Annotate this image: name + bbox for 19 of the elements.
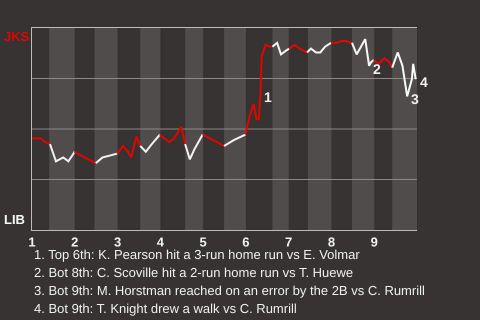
annotation: 4 <box>420 74 428 90</box>
text: 4. Bot 9th: T. Knight drew a walk vs C. Rumrill <box>34 301 297 316</box>
x-tick-label: 6 <box>242 234 250 250</box>
annotation: 2 <box>373 61 381 77</box>
annotation: 3 <box>411 91 419 107</box>
text: 1. Top 6th: K. Pearson hit a 3-run home run vs E. Volmar <box>34 247 360 262</box>
x-tick-label: 3 <box>114 234 122 250</box>
text: JKS <box>4 29 30 44</box>
x-tick-label: 2 <box>71 234 78 250</box>
text: LIB <box>4 212 25 227</box>
x-tick-label: 5 <box>199 234 207 250</box>
x-tick-label: 4 <box>156 234 165 250</box>
x-tick-label: 1 <box>28 234 36 250</box>
text: 2. Bot 8th: C. Scoville hit a 2-run home run vs T. Huewe <box>34 265 354 280</box>
x-tick-label: 9 <box>370 234 378 250</box>
x-tick-label: 7 <box>285 234 292 250</box>
x-tick-label: 8 <box>328 234 336 250</box>
annotation: 1 <box>264 89 272 105</box>
text: 3. Bot 9th: M. Horstman reached on an error by the 2B vs C. Rumrill <box>34 283 425 298</box>
